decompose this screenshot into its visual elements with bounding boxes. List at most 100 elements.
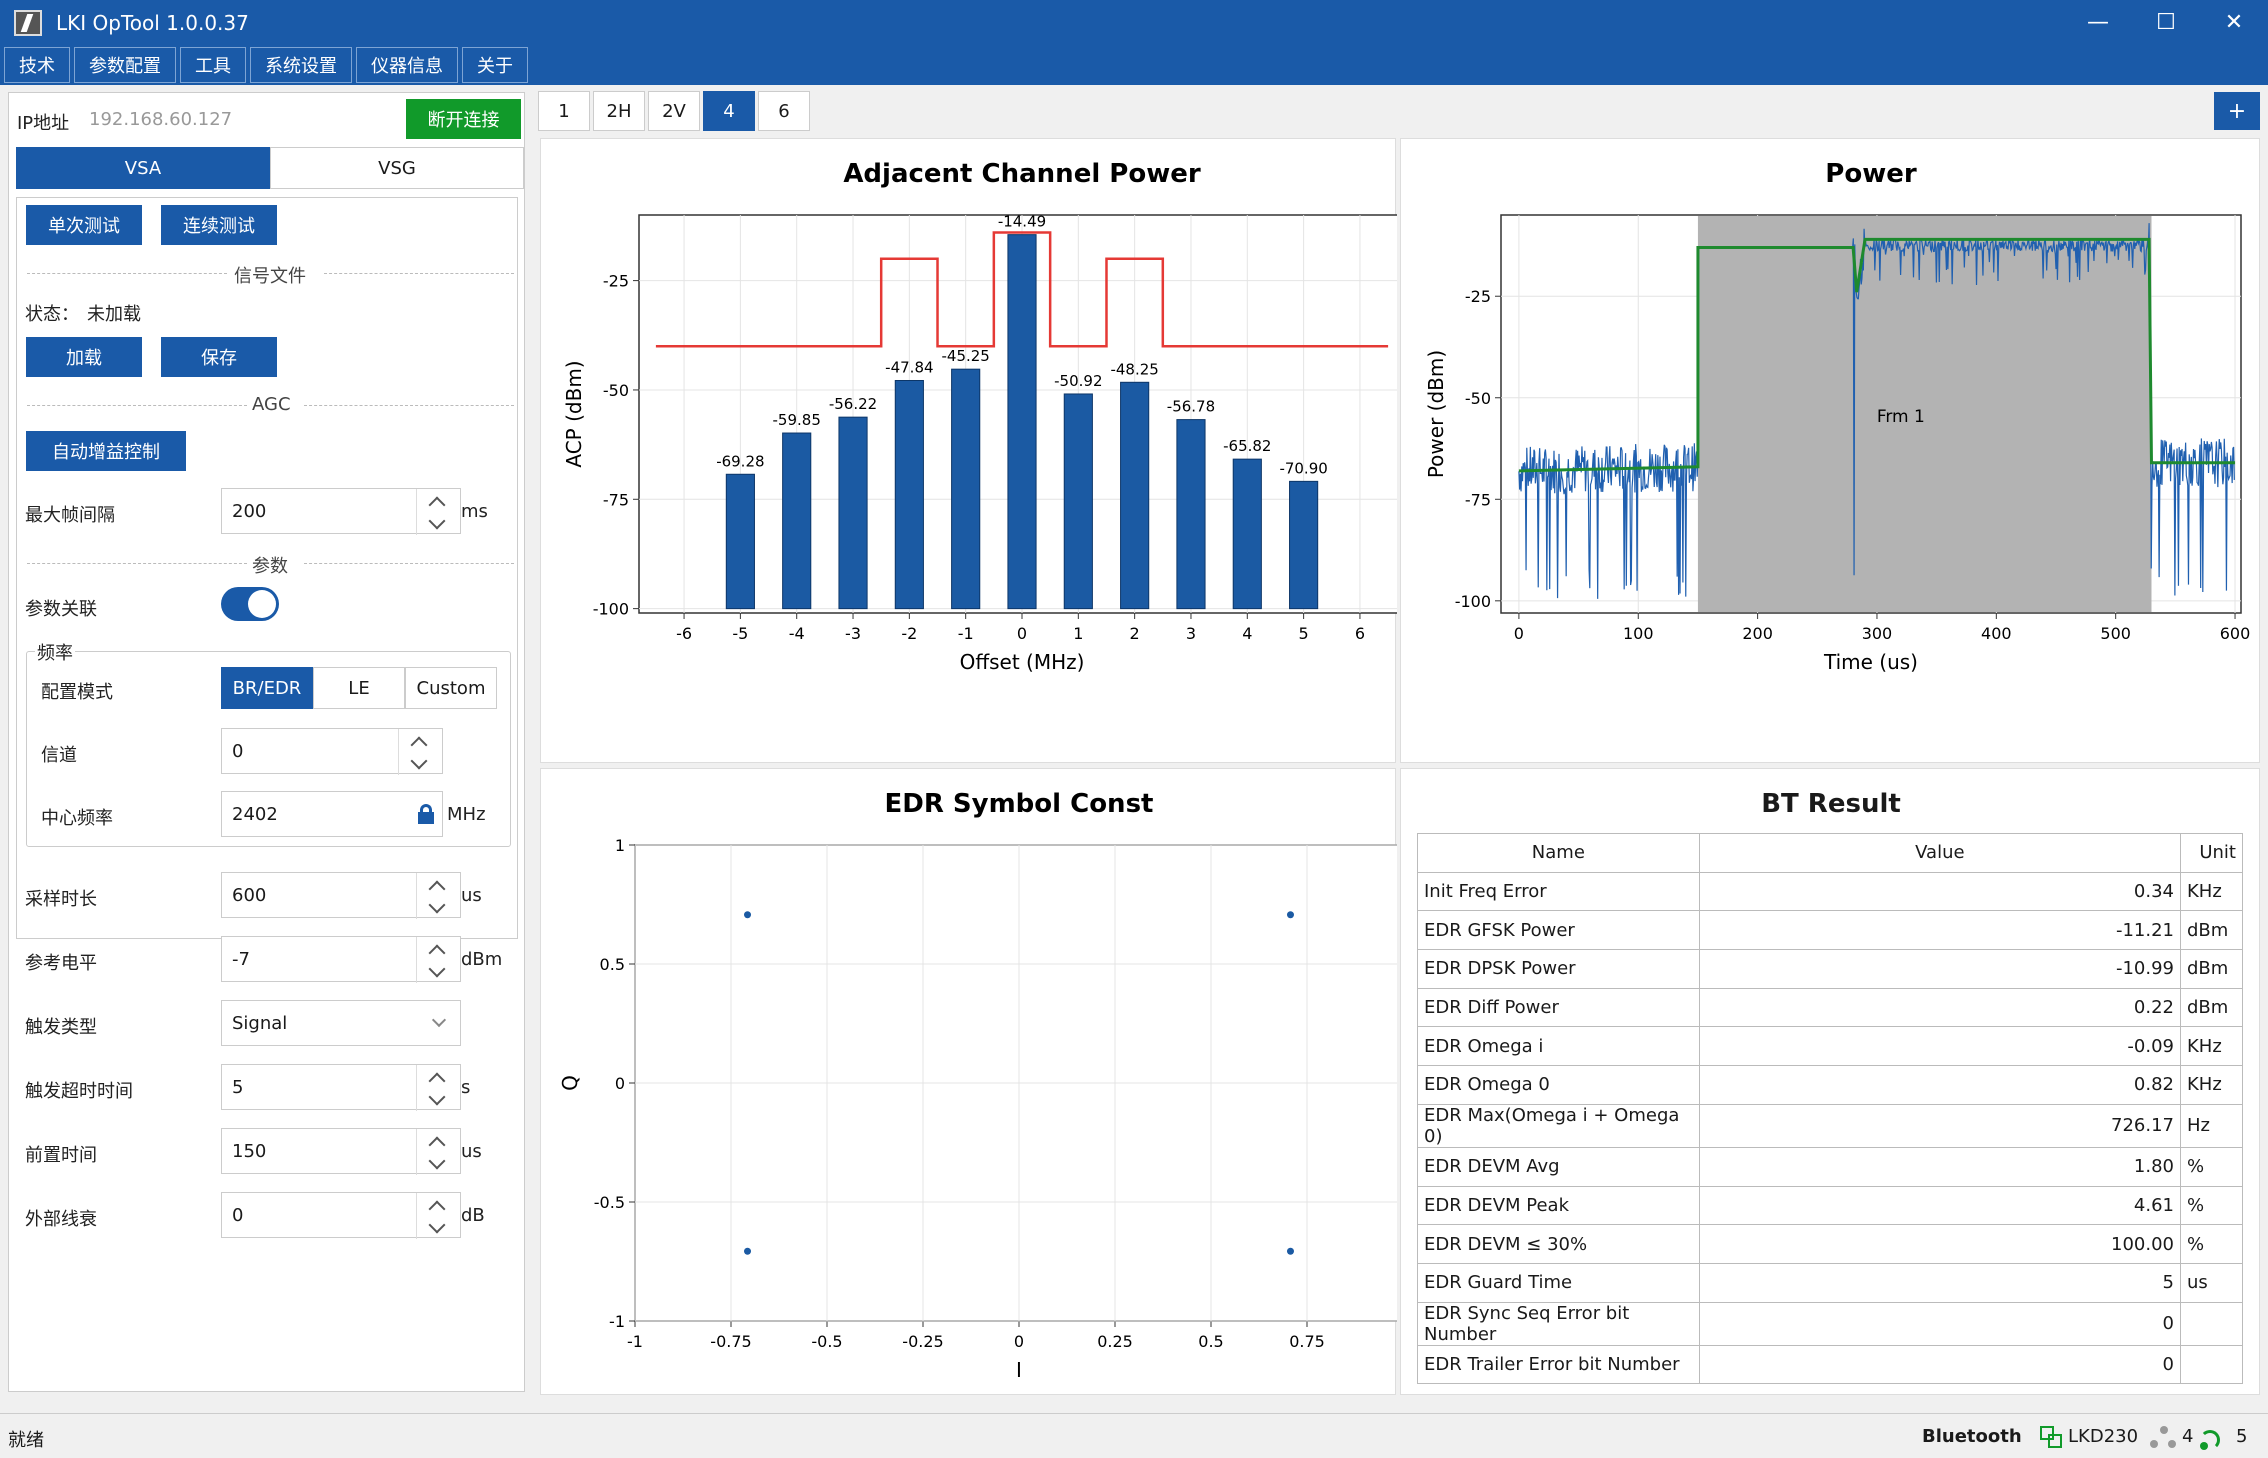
title-bar: LKI OpTool 1.0.0.37 — ☐ ✕ <box>0 0 2268 45</box>
y-tick-label: -25 <box>603 272 629 291</box>
ref-level-label: 参考电平 <box>25 953 97 974</box>
x-tick-label: -4 <box>789 624 805 643</box>
acp-data-label: -50.92 <box>1054 372 1102 390</box>
mode-br-edr[interactable]: BR/EDR <box>221 667 313 709</box>
x-tick-label: 500 <box>2100 624 2131 643</box>
save-button[interactable]: 保存 <box>161 337 277 377</box>
menu-item-instrument-info[interactable]: 仪器信息 <box>356 47 458 83</box>
frame-highlight <box>1697 216 2152 612</box>
ext-atten-stepper[interactable] <box>416 1193 460 1239</box>
tab-vsa[interactable]: VSA <box>16 147 270 189</box>
sample-time-input[interactable]: 600 <box>221 872 461 919</box>
x-tick-label: 1 <box>1073 624 1083 643</box>
bt-value-cell: 0.22 <box>1698 987 2182 1028</box>
max-frame-unit: ms <box>461 501 488 522</box>
bt-name-cell: EDR Guard Time <box>1417 1262 1700 1303</box>
acp-data-label: -45.25 <box>941 347 989 365</box>
menu-item-tech[interactable]: 技术 <box>4 47 70 83</box>
load-button[interactable]: 加载 <box>26 337 142 377</box>
disconnect-button[interactable]: 断开连接 <box>406 99 521 139</box>
acp-data-label: -65.82 <box>1223 437 1271 455</box>
max-frame-input[interactable]: 200 <box>221 488 461 535</box>
bt-unit-cell: dBm <box>2180 949 2243 989</box>
minimize-button[interactable]: — <box>2087 10 2109 35</box>
param-link-toggle[interactable] <box>221 587 279 621</box>
trigger-type-label: 触发类型 <box>25 1017 97 1038</box>
layout-tab-2v[interactable]: 2V <box>648 91 700 131</box>
center-freq-input[interactable]: 2402 <box>221 791 443 837</box>
menu-item-about[interactable]: 关于 <box>462 47 528 83</box>
x-tick-label: -3 <box>845 624 861 643</box>
continuous-test-button[interactable]: 连续测试 <box>161 205 277 245</box>
x-tick-label: 200 <box>1742 624 1773 643</box>
menu-item-tools[interactable]: 工具 <box>180 47 246 83</box>
channel-stepper[interactable] <box>398 729 442 775</box>
lock-icon[interactable] <box>418 804 434 824</box>
menu-item-system-settings[interactable]: 系统设置 <box>250 47 352 83</box>
ip-address-input[interactable]: 192.168.60.127 <box>89 109 233 130</box>
x-tick-label: -0.75 <box>710 1332 751 1351</box>
pre-time-stepper[interactable] <box>416 1129 460 1175</box>
ext-atten-label: 外部线衰 <box>25 1209 97 1230</box>
bt-value-cell: 726.17 <box>1698 1103 2182 1148</box>
tab-vsg[interactable]: VSG <box>270 147 524 189</box>
app-logo-icon <box>14 9 42 36</box>
ext-atten-input[interactable]: 0 <box>221 1192 461 1239</box>
bt-result-title: BT Result <box>1761 789 1901 819</box>
power-chart: Power 0 100 200 300 400 500 600 -25 -50 -75 -100 Tim… <box>1424 159 2250 674</box>
table-row: EDR Sync Seq Error bit Number 0 <box>1417 1301 2243 1346</box>
status-ready: 就绪 <box>8 1430 44 1451</box>
y-axis-label: ACP (dBm) <box>562 360 586 467</box>
bt-name-cell: EDR GFSK Power <box>1417 910 1700 951</box>
sample-time-unit: us <box>461 885 482 906</box>
menu-item-param-config[interactable]: 参数配置 <box>74 47 176 83</box>
bt-value-cell: 5 <box>1698 1262 2182 1303</box>
trigger-timeout-input[interactable]: 5 <box>221 1064 461 1111</box>
mode-custom[interactable]: Custom <box>405 667 497 709</box>
sample-time-stepper[interactable] <box>416 873 460 919</box>
status-mode: Bluetooth <box>1922 1426 2022 1447</box>
acp-limit-line <box>655 231 1389 348</box>
x-axis-label: Time (us) <box>1823 650 1918 674</box>
bt-result-pane: BT Result Name Value Unit Init Freq Erro… <box>1400 768 2260 1395</box>
ref-level-input[interactable]: -7 <box>221 936 461 983</box>
status-value: 未加载 <box>87 304 141 325</box>
auto-gain-control-button[interactable]: 自动增益控制 <box>26 431 186 471</box>
trigger-timeout-stepper[interactable] <box>416 1065 460 1111</box>
single-test-button[interactable]: 单次测试 <box>26 205 142 245</box>
acp-bar <box>782 432 812 610</box>
acp-data-label: -70.90 <box>1279 459 1327 477</box>
layout-tab-1[interactable]: 1 <box>538 91 590 131</box>
maximize-button[interactable]: ☐ <box>2156 10 2176 35</box>
add-pane-button[interactable]: + <box>2214 92 2260 130</box>
table-row: EDR Trailer Error bit Number 0 <box>1417 1344 2243 1385</box>
x-tick-label: 100 <box>1623 624 1654 643</box>
x-tick-label: 0.5 <box>1198 1332 1223 1351</box>
mode-le[interactable]: LE <box>313 667 405 709</box>
acp-data-label: -48.25 <box>1110 360 1158 378</box>
max-frame-stepper[interactable] <box>416 489 460 535</box>
constellation-point <box>744 911 752 919</box>
ref-level-stepper[interactable] <box>416 937 460 983</box>
bt-unit-cell: KHz <box>2180 1065 2243 1105</box>
table-row: EDR GFSK Power -11.21 dBm <box>1417 910 2243 951</box>
status-label: 状态： <box>25 304 79 325</box>
center-freq-label: 中心频率 <box>41 808 113 829</box>
y-tick-label: -75 <box>603 490 629 509</box>
y-tick-label: -1 <box>609 1312 625 1331</box>
bt-unit-cell <box>2180 1301 2243 1346</box>
y-tick-label: -100 <box>1455 592 1491 611</box>
pre-time-unit: us <box>461 1141 482 1162</box>
trigger-timeout-label: 触发超时时间 <box>25 1081 133 1102</box>
layout-tab-4[interactable]: 4 <box>703 91 755 131</box>
layout-tab-6[interactable]: 6 <box>758 91 810 131</box>
pre-time-input[interactable]: 150 <box>221 1128 461 1175</box>
channel-input[interactable]: 0 <box>221 728 443 775</box>
bt-result-table: Name Value Unit Init Freq Error 0.34 KHz ED… <box>1417 833 2243 1385</box>
layout-tab-2h[interactable]: 2H <box>593 91 645 131</box>
close-button[interactable]: ✕ <box>2224 10 2244 35</box>
bt-name-cell: EDR DEVM Peak <box>1417 1185 1700 1226</box>
status-device: LKD230 <box>2068 1426 2139 1447</box>
trigger-type-select[interactable]: Signal <box>221 1000 461 1046</box>
config-mode-label: 配置模式 <box>41 682 113 703</box>
